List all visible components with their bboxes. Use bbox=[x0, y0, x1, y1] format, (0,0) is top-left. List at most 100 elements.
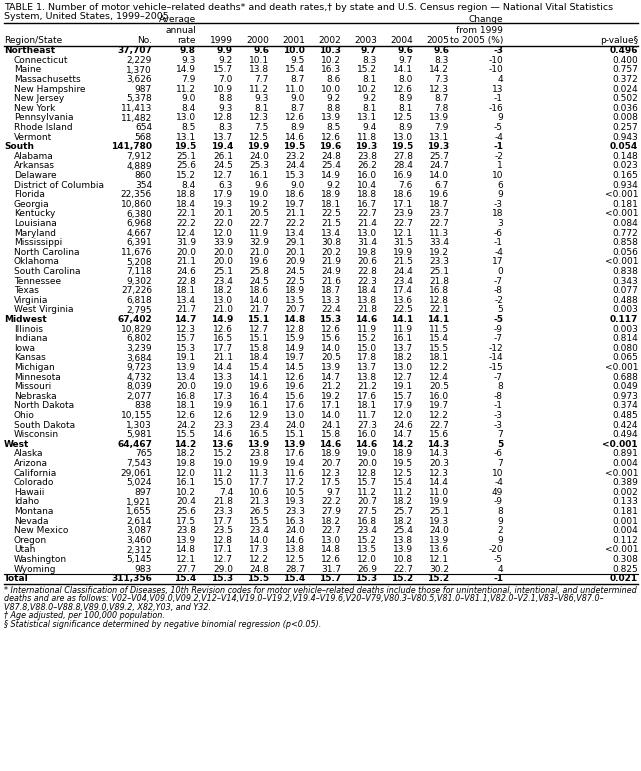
Text: 14.7: 14.7 bbox=[393, 430, 413, 439]
Text: Idaho: Idaho bbox=[14, 497, 39, 507]
Text: 19.7: 19.7 bbox=[429, 402, 449, 410]
Text: Illinois: Illinois bbox=[14, 325, 43, 334]
Text: -16: -16 bbox=[488, 104, 503, 113]
Text: 25.1: 25.1 bbox=[429, 267, 449, 276]
Text: 2002: 2002 bbox=[318, 36, 341, 45]
Text: 11.2: 11.2 bbox=[213, 469, 233, 478]
Text: 18.1: 18.1 bbox=[176, 286, 196, 295]
Text: 12.3: 12.3 bbox=[176, 325, 196, 334]
Text: 0.008: 0.008 bbox=[612, 113, 638, 123]
Text: 12.8: 12.8 bbox=[213, 536, 233, 545]
Text: <0.001: <0.001 bbox=[604, 469, 638, 478]
Text: 2001: 2001 bbox=[282, 36, 305, 45]
Text: 17.5: 17.5 bbox=[321, 478, 341, 487]
Text: 10.1: 10.1 bbox=[249, 56, 269, 65]
Text: 14.6: 14.6 bbox=[319, 440, 341, 449]
Text: 15.7: 15.7 bbox=[176, 335, 196, 343]
Text: 354: 354 bbox=[135, 180, 152, 190]
Text: 31.4: 31.4 bbox=[357, 238, 377, 247]
Text: 13.9: 13.9 bbox=[176, 536, 196, 545]
Text: 5,208: 5,208 bbox=[126, 258, 152, 267]
Text: 12.3: 12.3 bbox=[429, 469, 449, 478]
Text: 0.400: 0.400 bbox=[612, 56, 638, 65]
Text: 23.4: 23.4 bbox=[249, 421, 269, 429]
Text: 0.485: 0.485 bbox=[612, 411, 638, 420]
Text: 24.5: 24.5 bbox=[213, 161, 233, 170]
Text: Mississippi: Mississippi bbox=[14, 238, 62, 247]
Text: 22.7: 22.7 bbox=[429, 219, 449, 228]
Text: 10.2: 10.2 bbox=[321, 56, 341, 65]
Text: 19.1: 19.1 bbox=[393, 382, 413, 392]
Text: 19.5: 19.5 bbox=[391, 143, 413, 151]
Text: 19.9: 19.9 bbox=[249, 459, 269, 468]
Text: 9.7: 9.7 bbox=[327, 488, 341, 497]
Text: -7: -7 bbox=[494, 277, 503, 286]
Text: 15.2: 15.2 bbox=[357, 536, 377, 545]
Text: 6.7: 6.7 bbox=[435, 180, 449, 190]
Text: 12.9: 12.9 bbox=[249, 411, 269, 420]
Text: 8.0: 8.0 bbox=[399, 75, 413, 84]
Text: § Statistical significance determined by negative binomial regression (p<0.05).: § Statistical significance determined by… bbox=[4, 620, 321, 628]
Text: 15.5: 15.5 bbox=[249, 517, 269, 526]
Text: 0.488: 0.488 bbox=[612, 296, 638, 305]
Text: -20: -20 bbox=[488, 546, 503, 554]
Text: 11.9: 11.9 bbox=[357, 325, 377, 334]
Text: -8: -8 bbox=[494, 392, 503, 401]
Text: 3,684: 3,684 bbox=[126, 353, 152, 362]
Text: 21.1: 21.1 bbox=[285, 210, 305, 218]
Text: 15.2: 15.2 bbox=[357, 66, 377, 75]
Text: 17.7: 17.7 bbox=[213, 517, 233, 526]
Text: 21.1: 21.1 bbox=[176, 258, 196, 267]
Text: Oklahoma: Oklahoma bbox=[14, 258, 60, 267]
Text: 6: 6 bbox=[497, 180, 503, 190]
Text: 14.1: 14.1 bbox=[393, 66, 413, 75]
Text: 8: 8 bbox=[497, 507, 503, 516]
Text: 20.5: 20.5 bbox=[321, 353, 341, 362]
Text: 13.4: 13.4 bbox=[285, 229, 305, 237]
Text: -5: -5 bbox=[494, 555, 503, 564]
Text: 19.2: 19.2 bbox=[321, 392, 341, 401]
Text: 19.3: 19.3 bbox=[429, 517, 449, 526]
Text: 8.5: 8.5 bbox=[327, 123, 341, 132]
Text: 14.0: 14.0 bbox=[249, 536, 269, 545]
Text: 860: 860 bbox=[135, 171, 152, 180]
Text: 13.0: 13.0 bbox=[176, 113, 196, 123]
Text: Georgia: Georgia bbox=[14, 200, 49, 209]
Text: 12.0: 12.0 bbox=[213, 229, 233, 237]
Text: 18.7: 18.7 bbox=[429, 200, 449, 209]
Text: 22.1: 22.1 bbox=[176, 210, 196, 218]
Text: 9.6: 9.6 bbox=[254, 180, 269, 190]
Text: 2,614: 2,614 bbox=[126, 517, 152, 526]
Text: 17.6: 17.6 bbox=[357, 392, 377, 401]
Text: <0.001: <0.001 bbox=[604, 363, 638, 372]
Text: 22.2: 22.2 bbox=[321, 497, 341, 507]
Text: 3,460: 3,460 bbox=[126, 536, 152, 545]
Text: 18.2: 18.2 bbox=[176, 449, 196, 459]
Text: 0.424: 0.424 bbox=[613, 421, 638, 429]
Text: 29.1: 29.1 bbox=[285, 238, 305, 247]
Text: Arizona: Arizona bbox=[14, 459, 48, 468]
Text: 15.2: 15.2 bbox=[176, 171, 196, 180]
Text: 19.6: 19.6 bbox=[429, 190, 449, 199]
Text: 10,829: 10,829 bbox=[121, 325, 152, 334]
Text: 10.6: 10.6 bbox=[249, 488, 269, 497]
Text: 16.0: 16.0 bbox=[357, 171, 377, 180]
Text: -9: -9 bbox=[494, 325, 503, 334]
Text: 9.2: 9.2 bbox=[327, 94, 341, 103]
Text: -1: -1 bbox=[493, 143, 503, 151]
Text: 0.077: 0.077 bbox=[612, 286, 638, 295]
Text: 20.7: 20.7 bbox=[357, 497, 377, 507]
Text: 8.7: 8.7 bbox=[435, 94, 449, 103]
Text: -1: -1 bbox=[494, 402, 503, 410]
Text: 13.0: 13.0 bbox=[393, 363, 413, 372]
Text: -7: -7 bbox=[494, 335, 503, 343]
Text: 12.3: 12.3 bbox=[321, 469, 341, 478]
Text: 22.2: 22.2 bbox=[285, 219, 305, 228]
Text: 15.4: 15.4 bbox=[249, 363, 269, 372]
Text: Wyoming: Wyoming bbox=[14, 564, 56, 574]
Text: 16.1: 16.1 bbox=[393, 335, 413, 343]
Text: 15.4: 15.4 bbox=[174, 574, 196, 584]
Text: 15.7: 15.7 bbox=[213, 66, 233, 75]
Text: 1,370: 1,370 bbox=[126, 66, 152, 75]
Text: 0.001: 0.001 bbox=[612, 517, 638, 526]
